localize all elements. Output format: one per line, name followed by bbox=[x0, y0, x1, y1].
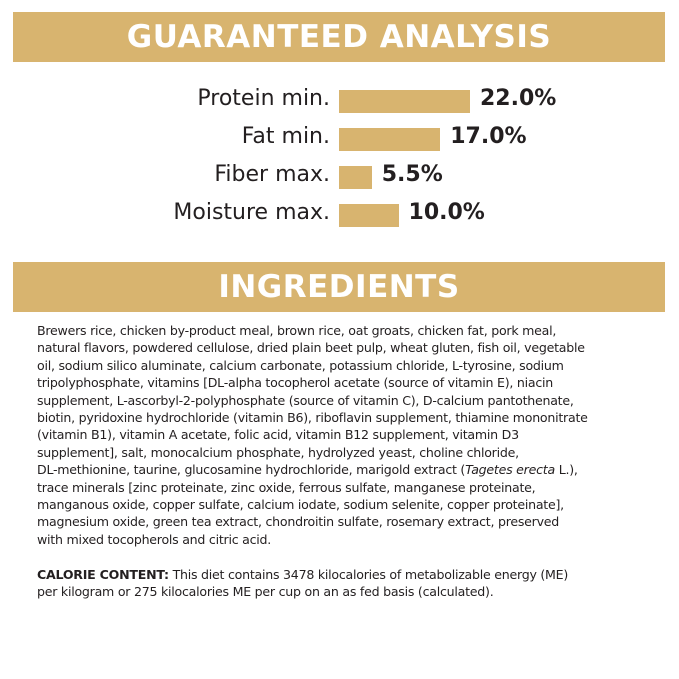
analysis-row: Protein min. 22.0% bbox=[0, 86, 679, 114]
ingredients-line: manganous oxide, copper sulfate, calcium… bbox=[37, 497, 564, 513]
ingredients-italic-name: Tagetes erecta bbox=[465, 462, 555, 478]
ingredients-line: with mixed tocopherols and citric acid. bbox=[37, 531, 272, 547]
ingredients-line: tripolyphosphate, vitamins [DL-alpha toc… bbox=[37, 375, 553, 391]
ingredients-text-part: DL-methionine, taurine, glucosamine hydr… bbox=[37, 462, 466, 478]
ingredients-line: magnesium oxide, green tea extract, chon… bbox=[37, 514, 560, 530]
calorie-line-1: CALORIE CONTENT: This diet contains 3478… bbox=[37, 566, 568, 583]
analysis-value: 22.0% bbox=[480, 86, 557, 111]
analysis-label: Fat min. bbox=[241, 124, 330, 149]
analysis-label: Fiber max. bbox=[214, 162, 330, 187]
ingredients-line: biotin, pyridoxine hydrochloride (vitami… bbox=[37, 410, 588, 426]
analysis-bar bbox=[339, 166, 372, 189]
analysis-label: Protein min. bbox=[197, 86, 330, 111]
calorie-content: CALORIE CONTENT: This diet contains 3478… bbox=[37, 566, 568, 601]
ingredients-line: Brewers rice, chicken by-product meal, b… bbox=[37, 323, 557, 338]
ingredients-line: supplement], salt, monocalcium phosphate… bbox=[37, 444, 519, 460]
ingredients-line: trace minerals [zinc proteinate, zinc ox… bbox=[37, 479, 536, 495]
analysis-value: 17.0% bbox=[450, 124, 527, 149]
analysis-bar bbox=[339, 128, 441, 151]
calorie-text: This diet contains 3478 kilocalories of … bbox=[168, 567, 569, 582]
ingredients-text-part: L.), bbox=[554, 462, 578, 478]
ingredients-line: (vitamin B1), vitamin A acetate, folic a… bbox=[37, 427, 519, 443]
analysis-label: Moisture max. bbox=[173, 200, 330, 225]
ingredients-line: supplement, L-ascorbyl-2-polyphosphate (… bbox=[37, 392, 574, 408]
analysis-bar bbox=[339, 90, 470, 113]
ingredients-header: INGREDIENTS bbox=[13, 262, 665, 312]
calorie-line-2: per kilogram or 275 kilocalories ME per … bbox=[37, 584, 494, 600]
ingredients-line: natural flavors, powdered cellulose, dri… bbox=[37, 340, 585, 356]
ingredients-line: DL-methionine, taurine, glucosamine hydr… bbox=[37, 461, 657, 478]
guaranteed-analysis-header: GUARANTEED ANALYSIS bbox=[13, 12, 665, 62]
analysis-row: Moisture max. 10.0% bbox=[0, 200, 679, 228]
analysis-value: 5.5% bbox=[381, 162, 443, 187]
analysis-row: Fat min. 17.0% bbox=[0, 124, 679, 152]
calorie-label: CALORIE CONTENT: bbox=[37, 567, 169, 582]
ingredients-line: oil, sodium silico aluminate, calcium ca… bbox=[37, 357, 564, 373]
analysis-value: 10.0% bbox=[408, 200, 485, 225]
ingredients-text: Brewers rice, chicken by-product meal, b… bbox=[37, 322, 657, 548]
analysis-bar bbox=[339, 204, 399, 227]
analysis-row: Fiber max. 5.5% bbox=[0, 162, 679, 190]
